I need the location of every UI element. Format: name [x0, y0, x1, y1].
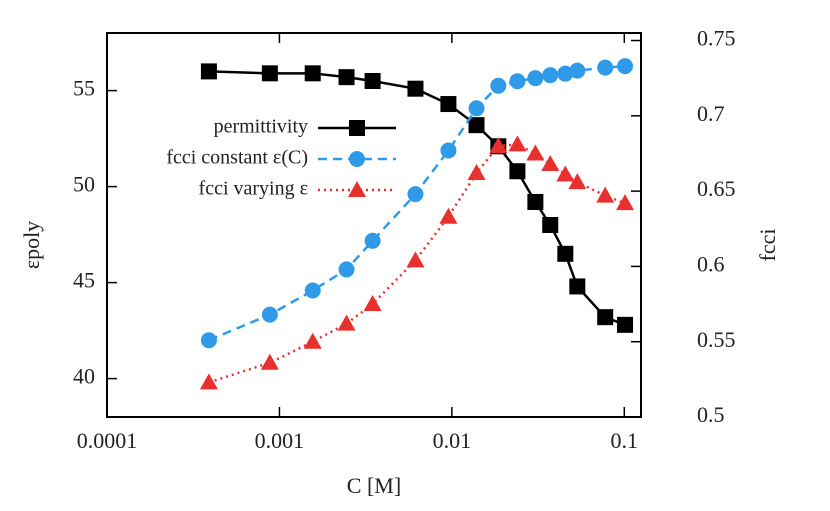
y-tick-label: 50 — [73, 172, 95, 197]
y-axis-label: εpoly — [19, 221, 44, 269]
marker — [542, 217, 559, 233]
marker — [569, 278, 586, 295]
y2-tick-label: 0.55 — [697, 327, 736, 352]
marker — [541, 155, 560, 172]
plot-frame — [106, 32, 642, 418]
marker — [568, 173, 587, 190]
y2-axis-label: fcci — [755, 229, 780, 262]
marker — [526, 144, 545, 161]
marker — [569, 62, 586, 79]
legend-label: fcci varying ε — [199, 178, 308, 200]
marker — [260, 353, 279, 370]
marker — [527, 193, 544, 210]
marker — [616, 194, 635, 211]
marker — [557, 65, 574, 82]
y-tick-label: 40 — [73, 364, 95, 389]
marker — [617, 316, 634, 333]
marker — [304, 282, 321, 299]
marker — [407, 186, 424, 203]
marker — [349, 120, 365, 136]
marker — [363, 295, 382, 312]
marker — [556, 165, 575, 182]
series-line — [208, 70, 626, 327]
marker — [261, 65, 278, 82]
x-tick-label: 0.01 — [433, 428, 472, 453]
marker — [489, 136, 508, 153]
marker — [509, 163, 526, 180]
y2-tick-label: 0.6 — [697, 251, 725, 276]
marker — [364, 73, 381, 89]
y2-tick-label: 0.65 — [697, 176, 736, 201]
marker — [509, 73, 526, 90]
y2-tick-label: 0.5 — [697, 402, 725, 427]
marker — [406, 251, 425, 268]
y-tick-label: 45 — [73, 268, 95, 293]
marker — [349, 151, 365, 167]
y2-tick-label: 0.75 — [697, 26, 736, 51]
marker — [597, 309, 614, 326]
x-tick-label: 0.0001 — [77, 428, 138, 453]
marker — [407, 80, 424, 97]
marker — [199, 373, 218, 390]
marker — [617, 58, 634, 75]
marker — [304, 65, 321, 82]
y2-tick-label: 0.7 — [697, 101, 725, 126]
x-tick-label: 0.001 — [255, 428, 305, 453]
marker — [338, 261, 355, 278]
marker — [200, 63, 217, 80]
marker — [440, 96, 457, 113]
marker — [303, 332, 322, 349]
marker — [364, 232, 381, 249]
marker — [439, 207, 458, 224]
marker — [337, 314, 356, 331]
legend-label: fcci constant ε(C) — [166, 147, 308, 169]
x-tick-label: 0.1 — [611, 428, 639, 453]
marker — [490, 77, 507, 94]
marker — [527, 70, 544, 87]
marker — [200, 332, 217, 349]
x-axis-label: C [M] — [347, 473, 401, 498]
series-line — [208, 64, 626, 342]
marker — [557, 245, 574, 262]
marker — [440, 142, 457, 159]
marker — [596, 186, 615, 203]
marker — [468, 117, 485, 134]
y-tick-label: 55 — [73, 76, 95, 101]
marker — [467, 164, 486, 181]
marker — [261, 306, 278, 323]
marker — [468, 100, 485, 117]
legend-label: permittivity — [214, 116, 308, 138]
marker — [597, 59, 614, 76]
marker — [338, 69, 355, 86]
marker — [348, 181, 366, 197]
marker — [542, 67, 559, 84]
marker — [508, 135, 527, 152]
